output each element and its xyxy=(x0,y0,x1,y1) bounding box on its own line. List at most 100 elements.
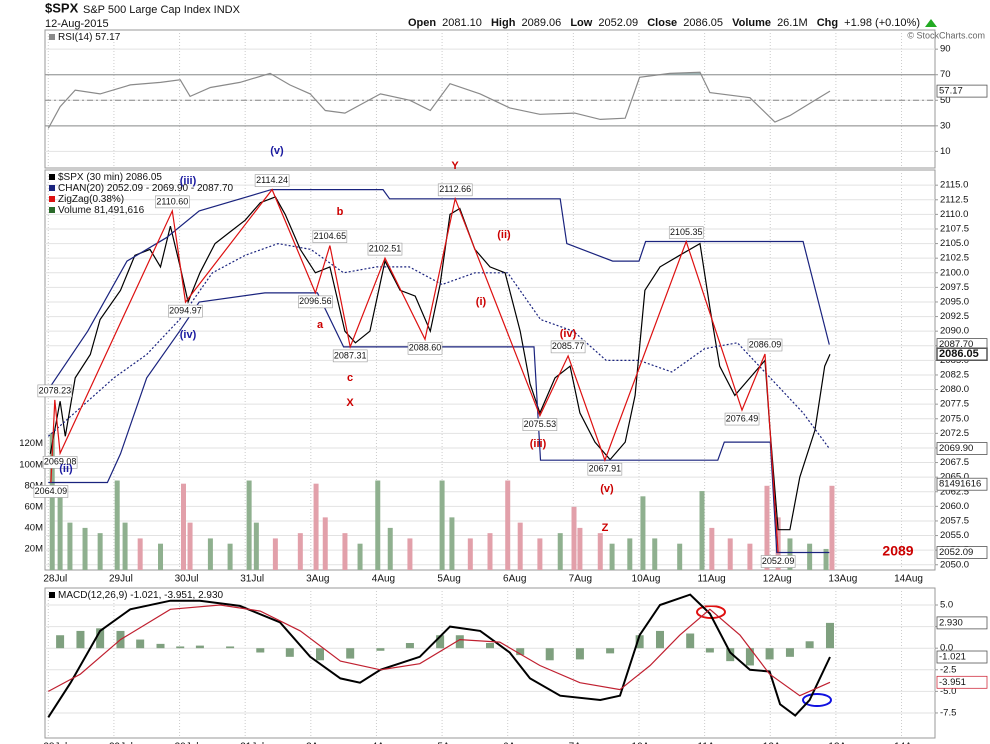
label-box xyxy=(155,195,190,209)
axis-tag-label: 2087.70 xyxy=(939,339,973,350)
volume-bar xyxy=(439,480,445,570)
y-tick-label: 2060.0 xyxy=(940,501,969,512)
legend-swatch xyxy=(49,185,55,191)
label-box xyxy=(724,412,760,426)
x-tick-label: 10Aug xyxy=(632,574,661,585)
x-tick-label: 10Aug xyxy=(632,742,661,744)
volume-bar xyxy=(787,538,793,570)
histogram-bar xyxy=(545,648,554,661)
wave-annotation: (iii) xyxy=(180,175,197,187)
volume-bar xyxy=(158,543,164,570)
volume-bar xyxy=(747,543,753,570)
quote-label: Low xyxy=(570,17,592,29)
histogram-bar xyxy=(156,643,165,649)
y-tick-label: 50 xyxy=(940,95,951,106)
legend-swatch xyxy=(49,34,55,40)
volume-bar xyxy=(137,538,143,570)
volume-bar xyxy=(187,522,193,570)
panel: 28Jul 29Jul 30Jul 31Jul 3Aug 4Aug 5Aug 6Aug 7Aug… xyxy=(43,588,988,744)
volume-bar xyxy=(122,522,128,570)
legend-entry: ZigZag(0.38%) xyxy=(58,194,124,205)
data-label: 2069.08 xyxy=(44,457,77,467)
copyright: © StockCharts.com xyxy=(907,30,985,40)
legend-swatch xyxy=(49,196,55,202)
axis-tag-label: 2.930 xyxy=(939,617,963,628)
volume-tick-label: 40M xyxy=(25,522,44,533)
y-tick-label: 70 xyxy=(940,69,951,80)
volume-bar xyxy=(829,485,835,570)
panels xyxy=(44,29,936,739)
rsi-frame xyxy=(44,29,936,169)
y-tick-label: 2072.5 xyxy=(940,428,969,439)
volume-bar xyxy=(597,533,603,570)
series-line xyxy=(50,188,779,553)
histogram-bar xyxy=(805,641,814,649)
volume-bar xyxy=(387,527,393,570)
series-line xyxy=(47,71,831,129)
wave-annotation: (iv) xyxy=(180,329,197,341)
x-tick-label: 5Aug xyxy=(437,742,460,744)
volume-bar xyxy=(313,483,319,570)
x-tick-label: 29Jul xyxy=(109,574,133,585)
histogram-bar xyxy=(226,646,235,649)
volume-bar xyxy=(272,538,278,570)
y-tick-label: 2097.5 xyxy=(940,282,969,293)
histogram-bar xyxy=(486,643,494,649)
legend-swatch xyxy=(49,207,55,213)
histogram-bar xyxy=(195,645,204,649)
histogram-bar xyxy=(785,648,794,657)
quote-label: High xyxy=(491,17,516,29)
wave-annotation: c xyxy=(347,372,353,384)
volume-bar xyxy=(407,538,413,570)
axis-tag-label: 2052.09 xyxy=(939,547,973,558)
date: 12-Aug-2015 xyxy=(45,18,109,30)
histogram-bar xyxy=(825,622,834,649)
data-label: 2052.09 xyxy=(762,556,795,566)
volume-bar xyxy=(180,483,186,570)
histogram-bar xyxy=(726,648,735,662)
histogram-bar xyxy=(455,635,464,649)
legend-entry: MACD(12,26,9) -1.021, -3.951, 2.930 xyxy=(58,590,224,601)
data-label: 2114.24 xyxy=(256,175,288,185)
series-line xyxy=(49,196,831,531)
axis-tag-label: 81491616 xyxy=(939,479,981,490)
quote-value: 2086.05 xyxy=(683,17,723,29)
volume-bar xyxy=(467,538,473,570)
label-box xyxy=(168,304,203,318)
quote-label: Volume xyxy=(732,17,771,29)
data-label: 2110.60 xyxy=(156,196,188,206)
histogram-bar xyxy=(686,633,695,649)
y-tick-label: 2105.0 xyxy=(940,238,969,249)
label-box xyxy=(312,230,348,243)
quote-value: 2052.09 xyxy=(598,17,638,29)
volume-bar xyxy=(375,480,381,570)
x-tick-label: 7Aug xyxy=(569,574,592,585)
volume-bar xyxy=(709,527,715,570)
quote-value: 26.1M xyxy=(777,17,808,29)
histogram-bar xyxy=(346,648,355,659)
x-tick-label: 31Jul xyxy=(240,574,264,585)
volume-bar xyxy=(699,491,705,570)
x-tick-label: 3Aug xyxy=(306,574,329,585)
series-line xyxy=(47,242,830,449)
y-tick-label: 0.0 xyxy=(940,643,953,654)
data-label: 2078.23 xyxy=(39,385,72,395)
volume-bar xyxy=(207,538,213,570)
histogram-bar xyxy=(765,648,774,660)
volume-bar xyxy=(557,533,563,570)
x-tick-label: 4Aug xyxy=(372,742,395,744)
axis-tag xyxy=(936,84,988,98)
axis-tag-label: 2069.90 xyxy=(939,443,973,454)
index-name: S&P 500 Large Cap Index INDX xyxy=(83,4,241,16)
volume-tick-label: 100M xyxy=(19,459,43,470)
histogram-bar xyxy=(376,648,385,651)
label-box xyxy=(367,242,403,256)
label-box xyxy=(550,340,586,354)
wave-annotation: (v) xyxy=(270,145,284,157)
x-tick-label: 6Aug xyxy=(503,742,526,744)
axis-tag xyxy=(936,650,988,664)
histogram-bar xyxy=(176,646,185,649)
volume-bar xyxy=(537,538,543,570)
y-tick-label: 5.0 xyxy=(940,600,953,611)
